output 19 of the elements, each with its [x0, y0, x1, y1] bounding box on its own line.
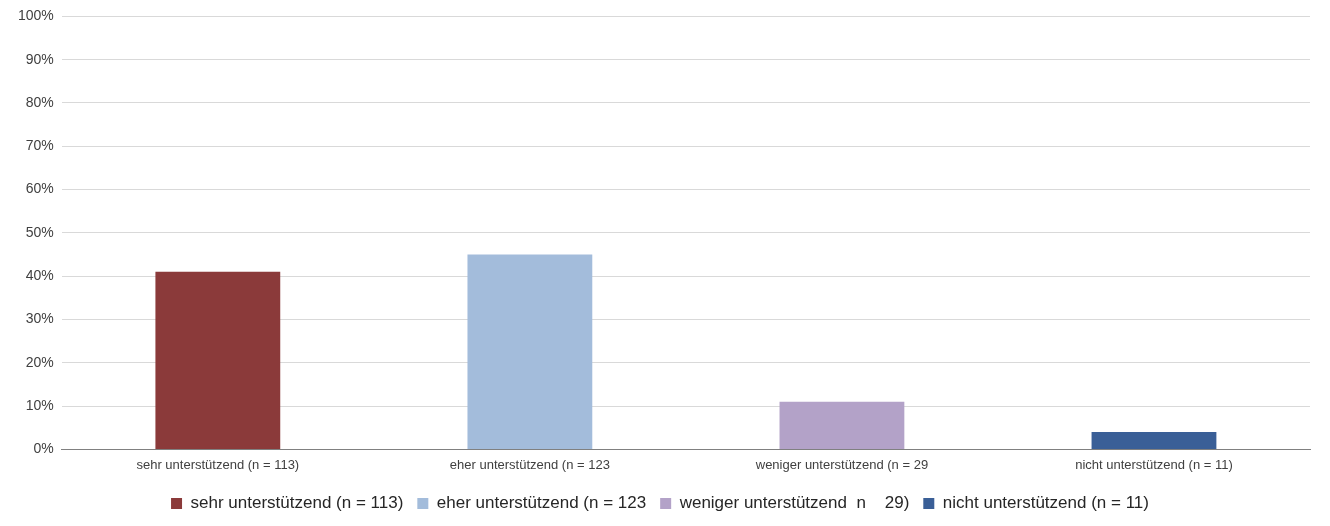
y-tick-label: 80% — [25, 93, 54, 110]
x-tick-label: weniger unterstützend (n = 29 — [754, 456, 929, 472]
y-tick-label: 0% — [33, 440, 54, 457]
legend-label: nicht unterstützend (n = 11) — [942, 493, 1149, 513]
legend-label: sehr unterstützend (n = 113) — [190, 493, 404, 513]
y-tick-label: 90% — [25, 50, 54, 67]
y-tick-label: 40% — [25, 267, 54, 284]
legend-label: eher unterstützend (n = 123 — [436, 493, 647, 513]
legend-label: weniger unterstützend n 29) — [678, 493, 910, 513]
y-tick-label: 60% — [25, 180, 54, 197]
x-tick-label: nicht unterstützend (n = 11) — [1075, 456, 1233, 472]
y-tick-label: 10% — [25, 396, 54, 413]
x-tick-label: sehr unterstützend (n = 113) — [136, 456, 300, 472]
y-tick-label: 50% — [25, 223, 54, 240]
y-tick-label: 30% — [25, 310, 54, 327]
y-tick-label: 100% — [17, 7, 54, 24]
y-tick-label: 20% — [25, 353, 54, 370]
x-tick-label: eher unterstützend (n = 123 — [449, 456, 610, 472]
y-tick-label: 70% — [25, 137, 54, 154]
